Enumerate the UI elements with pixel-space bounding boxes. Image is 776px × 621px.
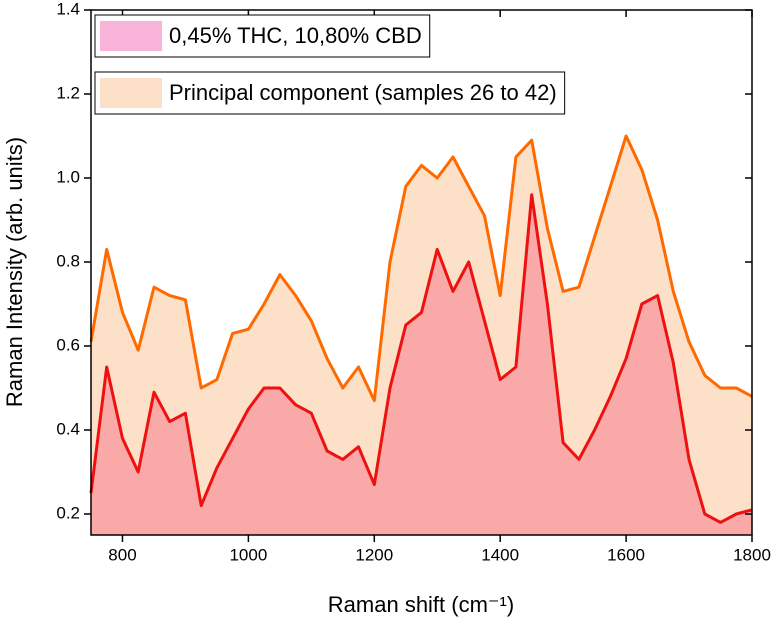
legend-label: 0,45% THC, 10,80% CBD: [169, 23, 422, 48]
y-tick-label: 0.8: [56, 251, 80, 270]
series-line: [89, 193, 753, 524]
x-axis-title: Raman shift (cm⁻¹): [328, 592, 514, 617]
y-axis-title: Raman Intensity (arb. units): [2, 137, 27, 407]
legend-swatch: [100, 78, 162, 108]
x-tick-label: 1200: [355, 545, 393, 564]
area-fill: [91, 194, 752, 536]
legend-swatch: [100, 21, 162, 51]
y-tick-label: 1.0: [56, 167, 80, 186]
x-tick-label: 1000: [229, 545, 267, 564]
y-tick-label: 0.4: [56, 419, 80, 438]
x-tick-label: 800: [108, 545, 136, 564]
x-tick-label: 1800: [733, 545, 771, 564]
x-tick-label: 1600: [607, 545, 645, 564]
y-tick-label: 1.4: [56, 0, 80, 18]
legend-label: Principal component (samples 26 to 42): [169, 80, 557, 105]
plot-frame: [90, 9, 753, 536]
y-tick-label: 0.6: [56, 335, 80, 354]
series-line: [89, 134, 753, 403]
y-tick-label: 0.2: [56, 503, 80, 522]
y-tick-label: 1.2: [56, 83, 80, 102]
legend-box: [94, 71, 566, 115]
x-tick-label: 1400: [481, 545, 519, 564]
